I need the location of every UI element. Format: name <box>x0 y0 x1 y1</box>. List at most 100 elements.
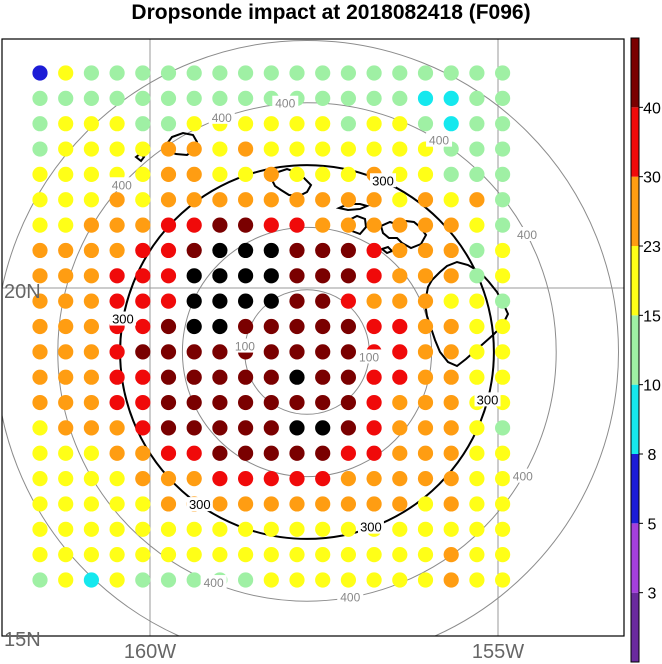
impact-dot <box>83 471 99 487</box>
impact-dot <box>417 496 434 512</box>
impact-dot <box>32 242 48 259</box>
impact-dot <box>212 369 228 385</box>
colorbar-segment <box>631 523 639 593</box>
impact-dot <box>340 471 356 487</box>
range-ring-label: 300 <box>372 173 394 188</box>
impact-dot <box>32 394 48 411</box>
impact-dot <box>160 420 177 436</box>
impact-dot <box>212 420 228 436</box>
impact-dot <box>186 166 202 182</box>
range-ring-label: 400 <box>112 178 132 192</box>
impact-dot <box>58 344 74 360</box>
range-ring-label-bg <box>186 497 213 512</box>
impact-dot <box>186 547 202 563</box>
impact-dot <box>83 116 99 132</box>
impact-dot <box>186 471 202 487</box>
impact-dot <box>109 547 125 563</box>
impact-dot <box>83 496 99 512</box>
impact-dot <box>263 166 279 182</box>
range-ring-label-bg <box>474 392 501 407</box>
impact-dot <box>417 572 434 588</box>
impact-dot <box>392 394 408 411</box>
impact-dot <box>186 445 202 461</box>
impact-dot <box>32 344 48 360</box>
range-ring-label: 300 <box>189 497 211 512</box>
impact-dot <box>83 420 99 436</box>
colorbar-segment <box>631 592 639 662</box>
impact-dot <box>469 116 485 132</box>
impact-dot <box>212 445 228 461</box>
impact-dot <box>238 369 254 385</box>
impact-dot <box>495 192 511 208</box>
impact-dot <box>443 116 459 132</box>
impact-dot <box>238 394 254 411</box>
impact-dot <box>83 293 99 309</box>
impact-dot <box>340 268 356 284</box>
impact-dot <box>83 192 99 208</box>
impact-dot <box>160 268 177 284</box>
impact-dot <box>135 268 151 284</box>
impact-dot <box>289 166 305 182</box>
impact-dot <box>495 318 511 335</box>
impact-dot <box>366 141 382 157</box>
impact-dot <box>289 496 305 512</box>
impact-dot <box>160 242 177 259</box>
range-ring-label: 300 <box>112 312 134 327</box>
impact-dot <box>263 471 279 487</box>
impact-dot <box>417 217 434 233</box>
impact-dot <box>160 217 177 233</box>
impact-dot <box>238 318 254 335</box>
impact-dot <box>109 344 125 360</box>
impact-dot <box>366 268 382 284</box>
colorbar-segment <box>631 454 639 524</box>
impact-dot <box>469 369 485 385</box>
impact-dot <box>109 217 125 233</box>
impact-dot <box>289 217 305 233</box>
colorbar-frame <box>630 37 640 663</box>
impact-dot <box>443 445 459 461</box>
impact-dot <box>469 192 485 208</box>
impact-dot <box>495 369 511 385</box>
impact-dot <box>392 496 408 512</box>
impact-dot <box>160 394 177 411</box>
impact-dot <box>212 521 228 537</box>
impact-dot <box>443 394 459 411</box>
impact-dot <box>186 369 202 385</box>
impact-dot <box>135 394 151 411</box>
impact-dot <box>186 572 202 588</box>
impact-dot <box>135 496 151 512</box>
impact-dot <box>160 65 177 81</box>
impact-dot <box>212 394 228 411</box>
impact-dot <box>32 471 48 487</box>
impact-dot <box>392 217 408 233</box>
impact-dot <box>443 242 459 259</box>
impact-dot <box>186 65 202 81</box>
impact-dot <box>443 344 459 360</box>
impact-dot <box>109 242 125 259</box>
impact-dot <box>495 217 511 233</box>
impact-dot <box>109 471 125 487</box>
impact-dot <box>32 166 48 182</box>
range-ring-label: 400 <box>204 576 224 590</box>
impact-dot <box>212 318 228 335</box>
impact-dot <box>417 369 434 385</box>
impact-dot <box>315 268 331 284</box>
impact-dot <box>366 217 382 233</box>
impact-dot <box>392 420 408 436</box>
impact-dot <box>212 141 228 157</box>
impact-dot <box>289 65 305 81</box>
impact-dot <box>160 572 177 588</box>
impact-dot <box>135 166 151 182</box>
island-outline <box>379 245 394 255</box>
colorbar-label: 8 <box>648 447 657 464</box>
impact-dot <box>83 521 99 537</box>
impact-dot <box>32 268 48 284</box>
impact-dot <box>212 547 228 563</box>
impact-dot <box>366 116 382 132</box>
impact-dot <box>495 242 511 259</box>
impact-dot <box>392 116 408 132</box>
impact-dot <box>340 166 356 182</box>
impact-dot <box>58 572 74 588</box>
impact-dot <box>417 471 434 487</box>
